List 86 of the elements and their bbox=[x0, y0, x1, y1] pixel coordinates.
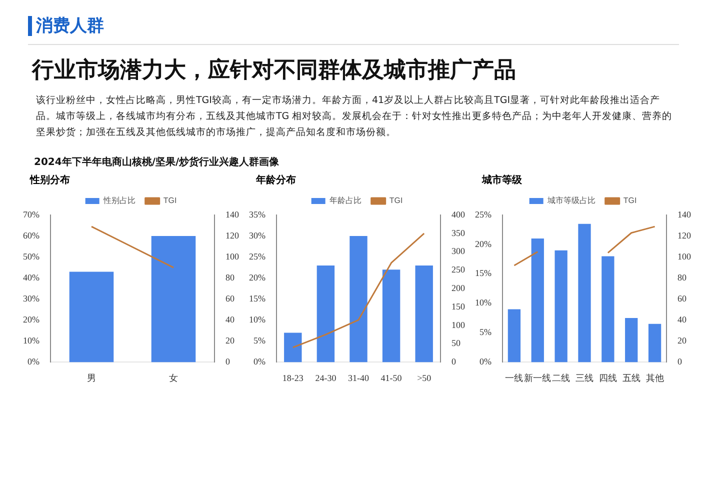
legend-label: 性别占比 bbox=[102, 196, 136, 206]
y2-tick-label: 140 bbox=[226, 209, 240, 220]
y-tick-label: 0% bbox=[27, 356, 40, 367]
y2-tick-label: 100 bbox=[678, 251, 692, 262]
x-tick-label: 31-40 bbox=[348, 372, 370, 383]
y2-tick-label: 150 bbox=[452, 301, 466, 312]
bar bbox=[578, 224, 591, 362]
y-tick-label: 10% bbox=[248, 314, 266, 324]
y-tick-label: 5% bbox=[253, 336, 266, 346]
x-tick-label: 新一线 bbox=[524, 372, 552, 383]
x-tick-label: 18-23 bbox=[282, 372, 304, 383]
y2-tick-label: 140 bbox=[678, 209, 692, 220]
legend-label: TGI bbox=[623, 196, 637, 206]
y-tick-label: 10% bbox=[474, 298, 492, 308]
y-tick-label: 30% bbox=[248, 230, 266, 240]
text: 行业市场潜力大，应针对不同群体及城市推广产品 bbox=[32, 56, 517, 85]
y2-tick-label: 100 bbox=[452, 320, 466, 330]
x-tick-label: 三线 bbox=[576, 372, 594, 383]
y-tick-label: 50% bbox=[22, 251, 40, 262]
y-tick-label: 15% bbox=[248, 293, 266, 304]
y2-tick-label: 40 bbox=[678, 314, 687, 324]
bar bbox=[382, 270, 400, 362]
bar bbox=[602, 256, 614, 362]
text: 2024年下半年电商山核桃/坚果/炒货行业兴趣人群画像 bbox=[34, 155, 280, 169]
y2-tick-label: 250 bbox=[452, 264, 466, 275]
y-tick-label: 20% bbox=[474, 238, 492, 249]
y-tick-label: 70% bbox=[22, 209, 40, 220]
y2-tick-label: 60 bbox=[226, 293, 235, 304]
y-tick-label: 0% bbox=[253, 356, 266, 367]
x-tick-label: 一线 bbox=[505, 372, 524, 383]
y2-tick-label: 200 bbox=[452, 282, 466, 293]
text: 消费人群 bbox=[36, 16, 104, 36]
y2-tick-label: 120 bbox=[678, 230, 692, 240]
chart-title: 性别分布 bbox=[30, 174, 71, 187]
text: 该行业粉丝中，女性占比略高，男性TGI较高，有一定市场潜力。年龄方面，41岁及以上人群占比较高且TGI显著，可针对此年龄段推出适合产品。城市等级上，各线城市均有分布，五线及其他城市TG 相对较高。发展机会在于：针对女性推出更多特色产品；为中老年人开发健康、营养的坚果炒货；加强在五线及其他低线城市的市场推广，提高产品知名度和市场份额。 bbox=[36, 94, 674, 140]
x-tick-label: 四线 bbox=[598, 372, 617, 383]
bar bbox=[316, 265, 335, 362]
x-tick-label: 其他 bbox=[646, 372, 664, 383]
y-tick-label: 0% bbox=[479, 356, 492, 367]
y2-tick-label: 400 bbox=[452, 209, 466, 220]
y2-tick-label: 0 bbox=[452, 356, 456, 367]
bar bbox=[625, 318, 638, 362]
x-tick-label: 男 bbox=[87, 372, 96, 383]
bar bbox=[531, 238, 544, 362]
bar bbox=[284, 332, 302, 362]
y2-tick-label: 0 bbox=[226, 356, 230, 367]
x-tick-label: 24-30 bbox=[315, 372, 337, 383]
y2-tick-label: 300 bbox=[452, 246, 466, 256]
bar bbox=[554, 250, 568, 362]
legend-label: 城市等级占比 bbox=[546, 196, 596, 206]
x-tick-label: >50 bbox=[417, 372, 432, 383]
y2-tick-label: 50 bbox=[452, 338, 461, 348]
legend-label: TGI bbox=[389, 196, 403, 206]
y2-tick-label: 20 bbox=[678, 336, 687, 346]
x-tick-label: 五线 bbox=[622, 372, 640, 383]
x-tick-label: 41-50 bbox=[380, 372, 402, 383]
y2-tick-label: 350 bbox=[452, 228, 466, 238]
y-tick-label: 5% bbox=[479, 327, 492, 338]
legend-label: TGI bbox=[163, 196, 177, 206]
y-tick-label: 25% bbox=[248, 251, 266, 262]
y2-tick-label: 80 bbox=[678, 272, 687, 282]
y-tick-label: 20% bbox=[22, 314, 40, 324]
y-tick-label: 15% bbox=[474, 268, 492, 278]
y2-tick-label: 20 bbox=[226, 336, 235, 346]
bar bbox=[508, 309, 521, 362]
y2-tick-label: 40 bbox=[226, 314, 235, 324]
y-tick-label: 10% bbox=[22, 336, 40, 346]
y2-tick-label: 0 bbox=[678, 356, 682, 367]
y2-tick-label: 80 bbox=[226, 272, 235, 282]
y-tick-label: 20% bbox=[248, 272, 266, 282]
y2-tick-label: 100 bbox=[226, 251, 240, 262]
bar bbox=[350, 236, 368, 362]
y-tick-label: 60% bbox=[22, 230, 40, 240]
y2-tick-label: 60 bbox=[678, 293, 687, 304]
y-tick-label: 25% bbox=[474, 209, 492, 220]
bar bbox=[648, 324, 662, 362]
y-tick-label: 35% bbox=[248, 209, 266, 220]
chart-title: 城市等级 bbox=[482, 173, 523, 187]
y-tick-label: 30% bbox=[22, 293, 40, 304]
x-tick-label: 二线 bbox=[552, 372, 570, 383]
bar bbox=[415, 265, 433, 362]
chart-title: 年龄分布 bbox=[256, 174, 297, 187]
y2-tick-label: 120 bbox=[226, 230, 240, 240]
y-tick-label: 40% bbox=[22, 272, 40, 282]
x-tick-label: 女 bbox=[169, 372, 178, 383]
legend-label: 年龄占比 bbox=[329, 196, 362, 206]
